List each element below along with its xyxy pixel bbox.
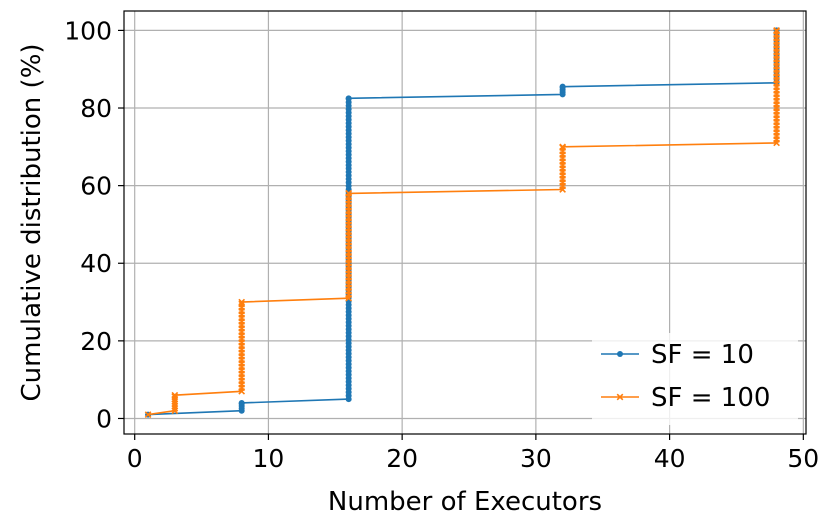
x-tick-label: 10 (253, 444, 285, 473)
legend-box (592, 333, 798, 425)
legend-label: SF = 100 (651, 383, 770, 413)
y-tick-label: 100 (64, 16, 112, 45)
x-tick-label: 20 (386, 444, 418, 473)
x-tick-label: 50 (787, 444, 819, 473)
data-point (559, 143, 566, 151)
y-tick-label: 80 (80, 94, 112, 123)
data-point (144, 411, 152, 418)
y-tick-label: 20 (80, 327, 112, 356)
x-tick-label: 30 (520, 444, 552, 473)
data-point (238, 399, 245, 406)
data-point (773, 27, 780, 34)
x-tick-label: 0 (127, 444, 143, 473)
data-point (238, 300, 246, 308)
data-point (345, 190, 353, 197)
data-point (238, 298, 246, 306)
y-tick-label: 0 (96, 404, 112, 433)
legend: SF = 10 SF = 100 (592, 333, 798, 425)
data-point (345, 95, 352, 102)
data-point (617, 351, 623, 357)
legend-label: SF = 10 (651, 340, 754, 370)
grid-lines (124, 11, 806, 434)
x-tick-label: 40 (654, 444, 686, 473)
y-tick-label: 40 (80, 249, 112, 278)
data-point (616, 393, 624, 401)
y-axis-label: Cumulative distribution (%) (17, 43, 47, 401)
axis-ticks: 0 10 20 30 40 50 0 20 40 60 80 100 (64, 16, 819, 473)
x-axis-label: Number of Executors (328, 487, 602, 517)
data-point (171, 393, 179, 401)
series-layer (144, 27, 780, 418)
data-point (559, 83, 566, 90)
series-2 (144, 27, 780, 418)
y-tick-label: 60 (80, 172, 112, 201)
plot-frame (123, 10, 807, 435)
data-point (171, 391, 179, 399)
